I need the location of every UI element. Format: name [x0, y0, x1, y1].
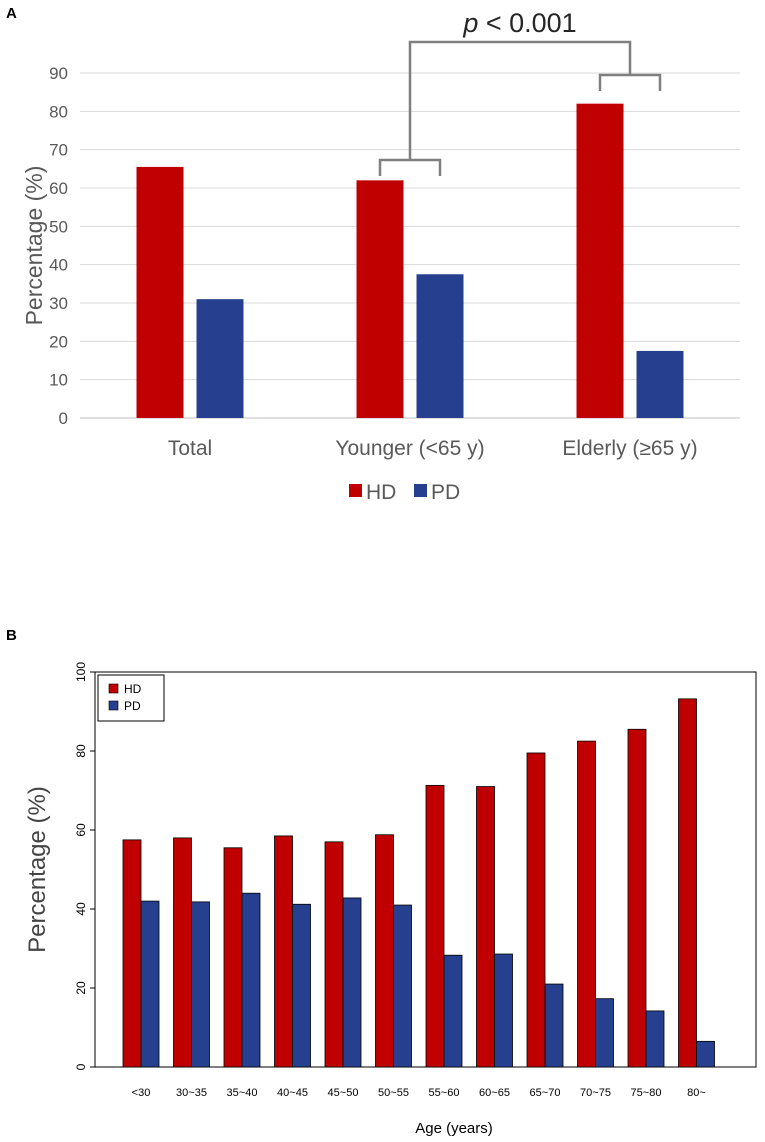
- y-tick-label: 0: [59, 409, 68, 428]
- x-tick-label: Total: [168, 437, 212, 460]
- p-value-text: < 0.001: [478, 8, 576, 38]
- y-tick-label: 0: [74, 1063, 88, 1070]
- bar-hd: [576, 103, 624, 419]
- bar-hd: [627, 728, 647, 1068]
- bar-hd: [173, 837, 192, 1068]
- bar-pd: [494, 953, 513, 1068]
- bar-hd: [324, 841, 344, 1068]
- bar-pd: [342, 897, 362, 1068]
- y-tick-label: 100: [74, 662, 88, 682]
- y-tick-label: 10: [49, 371, 68, 390]
- legend-label-hd: HD: [124, 682, 142, 696]
- x-axis-label: Age (years): [415, 1120, 493, 1137]
- bar-pd: [645, 1010, 665, 1068]
- legend-swatch-pd: [108, 700, 119, 711]
- bracket-connector: [408, 40, 632, 160]
- x-tick-label: Younger (<65 y): [335, 437, 484, 460]
- bar-pd: [191, 901, 210, 1068]
- bar-hd: [356, 180, 404, 418]
- y-tick-label: 20: [74, 981, 88, 995]
- bar-hd: [476, 786, 495, 1068]
- x-tick-label: 60~65: [479, 1087, 510, 1099]
- y-tick-label: 90: [49, 64, 68, 83]
- bar-pd: [416, 274, 464, 418]
- legend-swatch-pd: [414, 484, 427, 497]
- y-tick-label: 20: [49, 332, 68, 351]
- bar-hd: [136, 166, 184, 418]
- bar-pd: [544, 983, 564, 1068]
- bar-pd: [393, 904, 412, 1068]
- x-tick-label: 40~45: [277, 1087, 308, 1099]
- x-tick-label: 80~: [687, 1087, 706, 1099]
- bar-hd: [274, 835, 293, 1068]
- bar-hd: [577, 740, 596, 1068]
- panel-a-label: A: [6, 5, 17, 22]
- bar-hd: [375, 834, 394, 1068]
- bracket-younger: [378, 158, 442, 176]
- y-axis-label: Percentage (%): [24, 786, 51, 953]
- y-tick-label: 40: [49, 256, 68, 275]
- y-tick-label: 70: [49, 141, 68, 160]
- bar-pd: [595, 998, 614, 1068]
- bar-hd: [425, 784, 445, 1068]
- bar-hd: [122, 839, 142, 1068]
- legend-box: [97, 674, 165, 722]
- legend-swatch-hd: [108, 683, 119, 694]
- y-tick-label: 80: [74, 744, 88, 758]
- x-tick-label: 50~55: [378, 1087, 409, 1099]
- y-tick-label: 50: [49, 217, 68, 236]
- bar-pd: [196, 299, 244, 418]
- x-tick-label: 75~80: [631, 1087, 662, 1099]
- p-value-annotation: p < 0.001: [462, 8, 576, 38]
- x-tick-label: Elderly (≥65 y): [562, 437, 697, 460]
- bar-hd: [223, 847, 243, 1068]
- bar-hd: [678, 698, 697, 1068]
- chart-a: 0 10 20 30 40 50 60 70 80 90 Total Younger (<65 y) E…: [21, 8, 740, 504]
- y-axis-label: Percentage (%): [21, 166, 47, 326]
- x-tick-label: 35~40: [227, 1087, 258, 1099]
- x-tick-label: 55~60: [429, 1087, 460, 1099]
- legend-swatch-hd: [349, 484, 362, 497]
- plot-frame: [94, 671, 757, 1068]
- legend-label-pd: PD: [124, 699, 141, 713]
- bar-hd: [526, 752, 546, 1068]
- chart-b: 0 20 40 60 80 100 <30 30~35 35~40 40~45 45~50 50~55…: [24, 662, 757, 1137]
- x-tick-label: 45~50: [328, 1087, 359, 1099]
- y-tick-label: 80: [49, 102, 68, 121]
- x-tick-label: 70~75: [580, 1087, 611, 1099]
- y-tick-label: 30: [49, 294, 68, 313]
- y-tick-label: 40: [74, 902, 88, 916]
- bracket-elderly: [598, 73, 662, 91]
- bar-pd: [443, 954, 463, 1068]
- x-tick-label: <30: [132, 1087, 151, 1099]
- legend-label-hd: HD: [366, 481, 396, 504]
- bar-pd: [636, 350, 684, 418]
- x-tick-label: 30~35: [176, 1087, 207, 1099]
- bar-pd: [696, 1040, 715, 1068]
- bar-pd: [140, 900, 160, 1068]
- legend-label-pd: PD: [431, 481, 460, 504]
- y-tick-label: 60: [74, 823, 88, 837]
- x-tick-label: 65~70: [530, 1087, 561, 1099]
- y-tick-label: 60: [49, 179, 68, 198]
- bar-pd: [241, 892, 261, 1068]
- panel-b-label: B: [6, 627, 17, 644]
- p-symbol: p: [462, 8, 478, 38]
- bar-pd: [292, 903, 311, 1068]
